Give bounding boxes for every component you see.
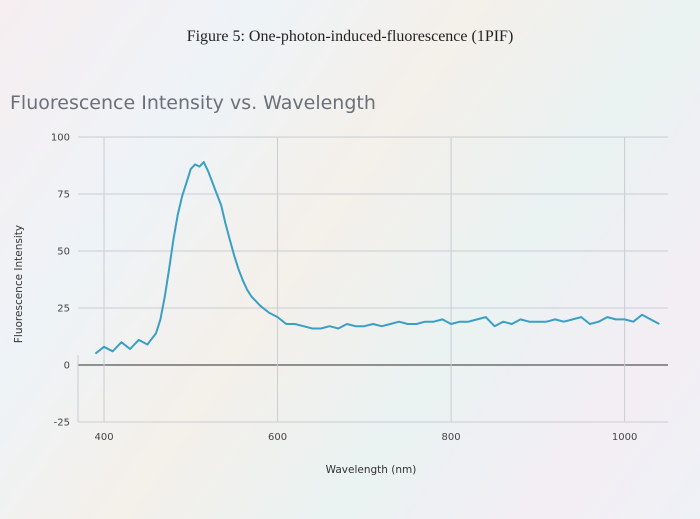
y-tick-labels: -25 0 25 50 75 100 [51,133,70,429]
x-axis-label: Wavelength (nm) [326,464,417,476]
x-tick-label: 600 [268,432,287,443]
gridlines [77,136,668,423]
chart-title: Fluorescence Intensity vs. Wavelength [10,92,376,114]
figure-caption: Figure 5: One-photon-induced-fluorescenc… [186,28,514,45]
series-line [94,161,660,355]
y-tick-label: 100 [51,133,70,144]
x-tick-label: 1000 [612,432,637,443]
y-tick-label: 25 [57,304,70,315]
series-layer [94,161,660,355]
x-tick-labels: 400 600 800 1000 [94,432,637,443]
y-tick-label: -25 [54,418,70,429]
y-tick-label: 0 [64,361,70,372]
y-tick-label: 75 [57,190,70,201]
x-tick-label: 400 [94,432,113,443]
x-tick-label: 800 [442,432,461,443]
y-axis-label: Fluorescence Intensity [13,225,25,343]
y-tick-label: 50 [57,247,70,258]
